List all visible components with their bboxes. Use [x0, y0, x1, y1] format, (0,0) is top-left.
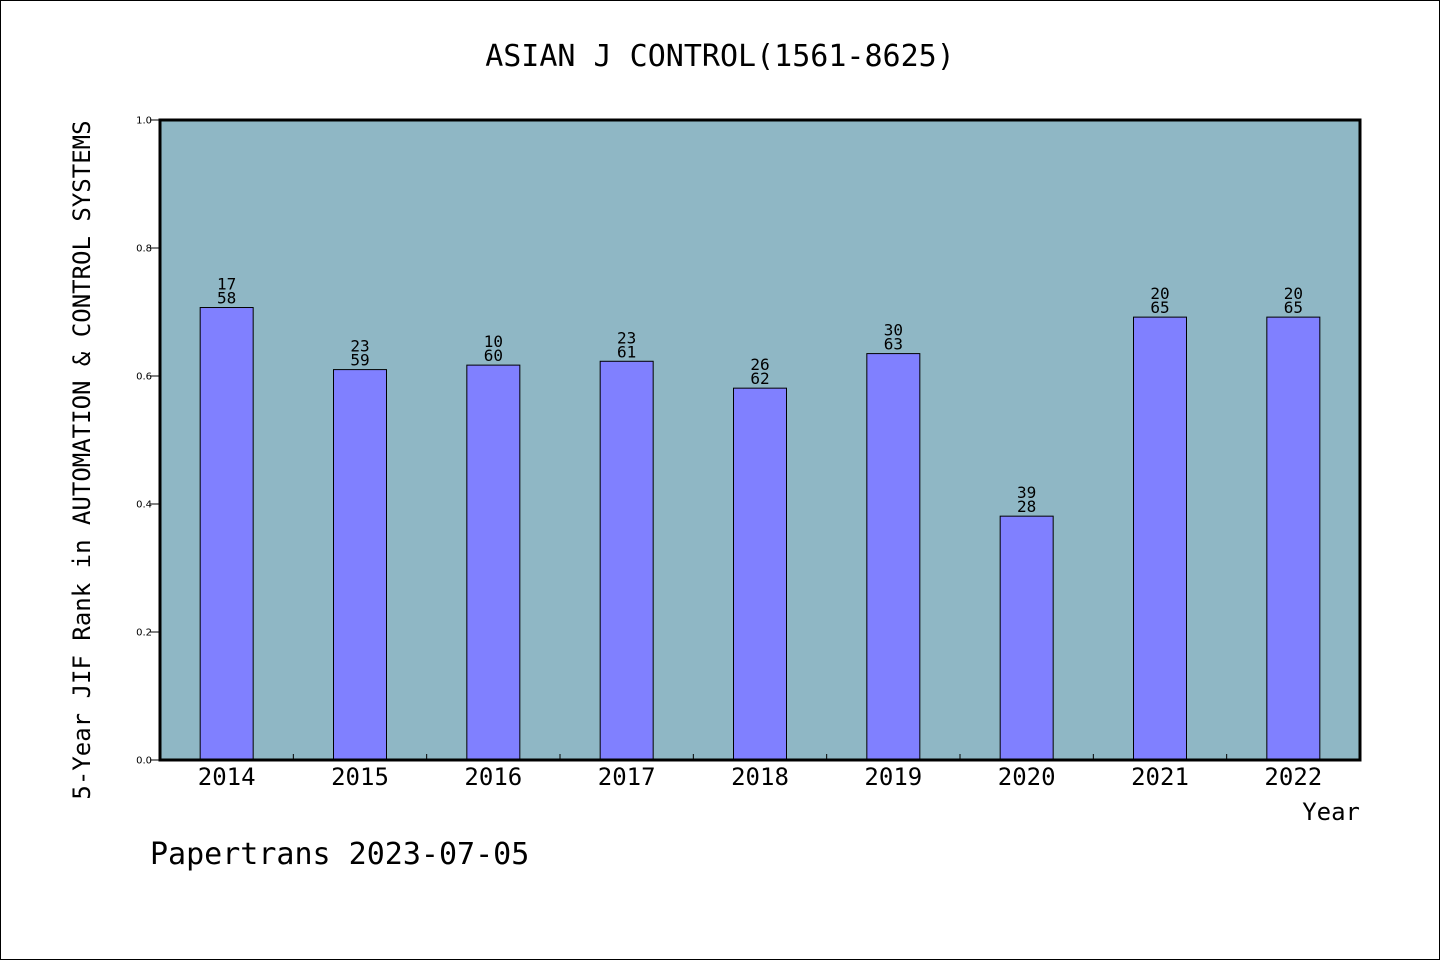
- bar-label-2016-rank: 10: [484, 332, 503, 351]
- x-tick-label-2022: 2022: [1264, 763, 1322, 791]
- bar-label-2019-percentile: 63: [884, 335, 903, 354]
- bar-2015: [333, 369, 387, 761]
- bar-2014: [199, 307, 254, 761]
- bar-label-2022-rank: 20: [1284, 284, 1303, 303]
- bar-2019: [866, 353, 921, 761]
- bar-label-2021-percentile: 65: [1150, 298, 1169, 317]
- bar-label-2017-rank: 23: [617, 328, 636, 347]
- y-axis: 0.0 0.2 0.4 0.6 0.8 1.0: [136, 116, 160, 767]
- bar-label-2021-rank: 20: [1150, 284, 1169, 303]
- bar-label-2018-rank: 26: [750, 355, 769, 374]
- bar-label-2014-percentile: 58: [217, 289, 236, 308]
- bar-label-2022-percentile: 65: [1284, 298, 1303, 317]
- x-tick-label-2015: 2015: [331, 763, 389, 791]
- bar-2018: [733, 387, 787, 761]
- y-tick-label: 0.2: [136, 628, 152, 639]
- x-tick-label-2021: 2021: [1131, 763, 1189, 791]
- y-tick-label: 1.0: [136, 116, 152, 127]
- x-tick-label-2014: 2014: [198, 763, 256, 791]
- bar-2017: [599, 360, 654, 761]
- y-tick-label: 0.8: [136, 244, 152, 255]
- x-tick-label-2016: 2016: [464, 763, 522, 791]
- x-axis: 2014 2015 2016 2017 2018 2019 2020 2021 2022: [198, 754, 1322, 791]
- y-tick-label: 0.0: [136, 756, 152, 767]
- bar-label-2015-percentile: 59: [350, 351, 369, 370]
- x-tick-label-2018: 2018: [731, 763, 789, 791]
- x-tick-label-2020: 2020: [998, 763, 1056, 791]
- bar-label-2017-percentile: 61: [617, 342, 636, 361]
- bars-layer: [199, 307, 1321, 761]
- bar-label-2015-rank: 23: [350, 337, 369, 356]
- bar-label-2014-rank: 17: [217, 275, 236, 294]
- y-tick-label: 0.4: [136, 500, 152, 511]
- footer-credit: Papertrans 2023-07-05: [150, 837, 529, 872]
- bar-label-2018-percentile: 62: [750, 369, 769, 388]
- x-tick-label-2017: 2017: [598, 763, 656, 791]
- chart-title: ASIAN J CONTROL(1561-8625): [485, 39, 955, 74]
- bar-label-2020-rank: 39: [1017, 483, 1036, 502]
- y-axis-label: 5-Year JIF Rank in AUTOMATION & CONTROL …: [68, 120, 96, 799]
- bar-label-2019-rank: 30: [884, 321, 903, 340]
- bar-2020: [999, 515, 1054, 761]
- bar-label-2020-percentile: 28: [1017, 497, 1036, 516]
- plot-border: [158, 118, 1362, 762]
- x-tick-label-2019: 2019: [864, 763, 922, 791]
- x-axis-label: Year: [1302, 798, 1360, 826]
- bar-2021: [1133, 316, 1187, 761]
- bar-2016: [466, 364, 521, 761]
- bar-label-2016-percentile: 60: [484, 346, 503, 365]
- bar-2022: [1266, 316, 1321, 761]
- y-tick-label: 0.6: [136, 372, 152, 383]
